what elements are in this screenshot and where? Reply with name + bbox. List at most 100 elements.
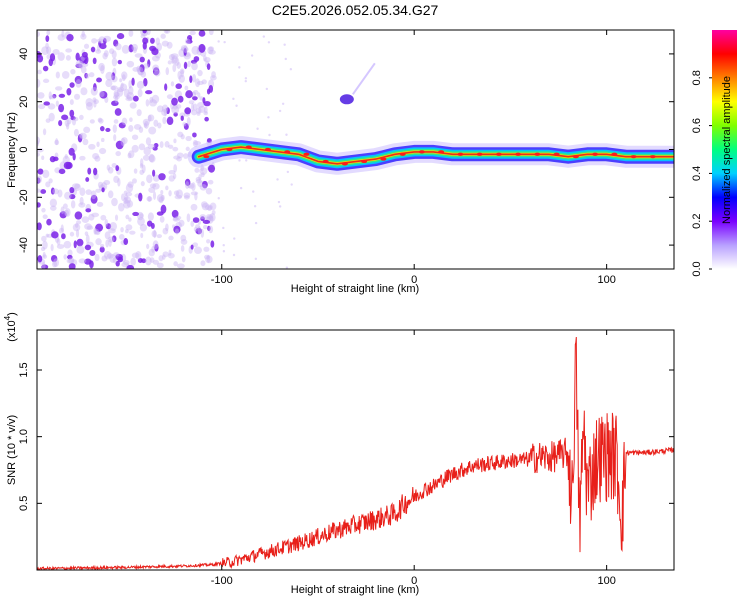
snr-x-ticks: -100 0 100 [211, 330, 616, 587]
colorbar-tick-label: 0.6 [691, 118, 703, 133]
noise-speck [120, 82, 124, 88]
noise-speck [37, 222, 42, 231]
noise-speck [223, 40, 226, 44]
noise-speck [156, 234, 162, 239]
noise-speck [166, 116, 174, 126]
noise-speck [146, 243, 150, 250]
noise-speck [69, 231, 75, 237]
noise-speck [37, 152, 40, 157]
noise-speck [198, 105, 206, 113]
noise-speck [284, 57, 287, 61]
noise-speck [235, 104, 238, 107]
noise-speck [146, 196, 153, 202]
noise-speck [136, 109, 142, 117]
noise-speck [168, 249, 172, 256]
noise-speck [111, 197, 118, 207]
noise-speck [144, 120, 149, 129]
noise-speck [191, 182, 196, 191]
trace-hotspot [203, 155, 210, 159]
noise-speck [152, 64, 160, 72]
noise-speck [41, 207, 46, 213]
noise-speck [187, 60, 191, 68]
noise-speck [91, 38, 98, 44]
noise-speck [188, 100, 195, 105]
noise-speck [190, 244, 194, 250]
noise-speck [107, 166, 114, 174]
noise-speck [245, 159, 248, 162]
noise-speck [42, 214, 48, 219]
noise-speck [121, 262, 130, 268]
noise-speck [125, 96, 134, 102]
noise-speck [139, 213, 144, 218]
noise-speck [197, 69, 203, 77]
feature-blob-core [339, 94, 354, 105]
noise-speck [58, 103, 65, 113]
noise-speck [149, 183, 157, 188]
noise-speck [42, 254, 48, 259]
snr-x-label: Height of straight line (km) [291, 584, 419, 596]
noise-speck [147, 212, 154, 221]
noise-speck [70, 68, 76, 75]
noise-speck [69, 109, 75, 118]
noise-speck [139, 223, 148, 232]
noise-speck [283, 43, 286, 46]
noise-speck [203, 111, 209, 116]
colorbar-gradient [712, 30, 737, 269]
noise-speck [92, 83, 97, 92]
noise-speck [165, 185, 169, 191]
snr-y-label: SNR (10 * v/v) [6, 415, 18, 485]
noise-speck [238, 66, 241, 69]
noise-speck [99, 90, 105, 98]
noise-speck [78, 60, 84, 70]
noise-speck [48, 178, 53, 184]
noise-speck [37, 103, 46, 110]
noise-speck [60, 224, 64, 233]
noise-speck [197, 102, 205, 108]
noise-speck [64, 209, 70, 217]
noise-speck [176, 263, 185, 269]
noise-speck [176, 156, 183, 162]
noise-speck [268, 133, 271, 137]
noise-speck [96, 44, 100, 52]
noise-speck [73, 117, 79, 122]
noise-speck [42, 78, 50, 83]
noise-speck [189, 75, 193, 83]
noise-speck [119, 83, 128, 91]
noise-speck [56, 244, 65, 249]
noise-speck [98, 118, 104, 124]
noise-speck [205, 187, 213, 195]
noise-speck [222, 226, 225, 230]
noise-speck [262, 35, 266, 38]
noise-speck [193, 56, 200, 62]
noise-speck [127, 152, 132, 159]
noise-speck [68, 147, 75, 156]
noise-speck [85, 189, 92, 195]
noise-speck [203, 100, 211, 107]
noise-speck [45, 233, 49, 238]
feature-streak [352, 62, 376, 95]
noise-speck [205, 255, 213, 264]
noise-speck [46, 46, 52, 55]
trace-hotspot [534, 152, 541, 156]
noise-speck [56, 238, 61, 246]
noise-speck [66, 257, 75, 264]
noise-speck [45, 181, 51, 188]
noise-speck [109, 222, 118, 231]
noise-speck [37, 168, 44, 175]
noise-speck [79, 132, 87, 140]
noise-speck [145, 137, 152, 146]
noise-speck [72, 118, 76, 126]
noise-speck [173, 261, 178, 267]
noise-speck [79, 187, 86, 196]
spectrogram-x-ticks: -100 0 100 [211, 30, 616, 286]
noise-speck [96, 201, 104, 207]
noise-speck [158, 196, 164, 204]
noise-speck [265, 87, 269, 91]
noise-speck [45, 42, 49, 49]
noise-speck [168, 53, 175, 61]
noise-speck [54, 86, 63, 91]
noise-speck [92, 57, 97, 65]
noise-speck [147, 59, 151, 68]
noise-speck [52, 93, 57, 99]
noise-speck [142, 154, 150, 161]
